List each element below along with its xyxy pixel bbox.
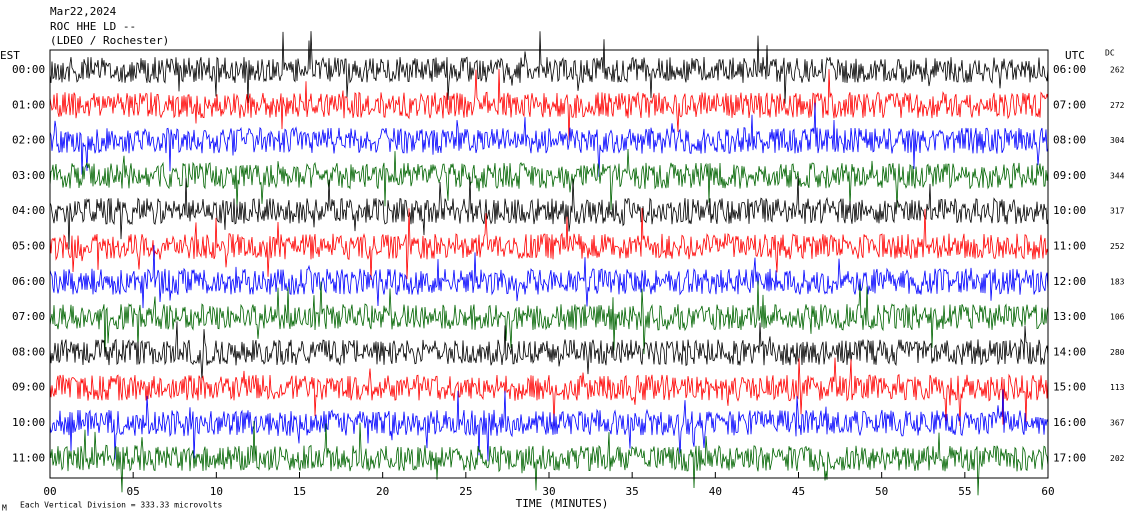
x-tick-label: 15 — [293, 485, 306, 498]
trace — [49, 176, 1049, 250]
x-tick-label: 25 — [459, 485, 472, 498]
trace — [49, 420, 1049, 496]
dc-value: 113 — [1110, 383, 1125, 392]
dc-value: 304 — [1110, 136, 1125, 145]
trace — [49, 357, 1049, 427]
dc-value: 367 — [1110, 419, 1125, 428]
dc-value: 106 — [1110, 313, 1125, 322]
est-label: 09:00 — [12, 381, 45, 394]
x-tick-label: 35 — [626, 485, 639, 498]
trace — [49, 31, 1049, 104]
x-tick-label: 40 — [709, 485, 722, 498]
utc-label: 06:00 — [1053, 63, 1086, 76]
est-label: 10:00 — [12, 416, 45, 429]
est-label: 01:00 — [12, 98, 45, 111]
footnote-mark: M — [2, 504, 7, 513]
dc-value: 183 — [1110, 277, 1125, 286]
est-label: 05:00 — [12, 240, 45, 253]
est-label: 00:00 — [12, 63, 45, 76]
utc-label: 07:00 — [1053, 98, 1086, 111]
est-label: 06:00 — [12, 275, 45, 288]
trace — [49, 280, 1049, 355]
x-tick-label: 50 — [875, 485, 888, 498]
est-label: 07:00 — [12, 310, 45, 323]
trace — [49, 102, 1049, 177]
est-label: 03:00 — [12, 169, 45, 182]
x-tick-label: 20 — [376, 485, 389, 498]
x-tick-label: 30 — [542, 485, 555, 498]
dc-value: 344 — [1110, 171, 1125, 180]
trace — [49, 245, 1049, 309]
est-label: 08:00 — [12, 345, 45, 358]
dc-value: 280 — [1110, 348, 1125, 357]
x-axis-label: TIME (MINUTES) — [516, 497, 609, 510]
utc-label: 13:00 — [1053, 310, 1086, 323]
plot-frame — [49, 49, 1049, 479]
dc-value: 202 — [1110, 454, 1125, 463]
utc-label: 15:00 — [1053, 381, 1086, 394]
plot-frame — [49, 49, 1049, 479]
utc-label: 09:00 — [1053, 169, 1086, 182]
x-tick-label: 45 — [792, 485, 805, 498]
trace — [49, 389, 1049, 462]
dc-value: 262 — [1110, 66, 1125, 75]
dc-label: DC — [1105, 49, 1115, 58]
dc-value: 317 — [1110, 207, 1125, 216]
trace — [49, 68, 1049, 141]
dc-value: 252 — [1110, 242, 1125, 251]
x-tick-label: 60 — [1041, 485, 1054, 498]
header-line: Mar22,2024 — [50, 5, 117, 18]
x-tick-label: 00 — [43, 485, 56, 498]
right-axis-label: UTC — [1065, 49, 1085, 62]
footnote: Each Vertical Division = 333.33 microvol… — [20, 501, 222, 510]
x-tick-label: 55 — [958, 485, 971, 498]
utc-label: 11:00 — [1053, 240, 1086, 253]
trace — [49, 148, 1049, 211]
header-line: ROC HHE LD -- — [50, 20, 136, 33]
x-tick-label: 10 — [210, 485, 223, 498]
x-tick-label: 05 — [127, 485, 140, 498]
utc-label: 08:00 — [1053, 134, 1086, 147]
est-label: 04:00 — [12, 204, 45, 217]
left-axis-label: EST — [0, 49, 20, 62]
utc-label: 10:00 — [1053, 204, 1086, 217]
est-label: 02:00 — [12, 134, 45, 147]
trace — [49, 321, 1049, 381]
utc-label: 16:00 — [1053, 416, 1086, 429]
est-label: 11:00 — [12, 451, 45, 464]
utc-label: 17:00 — [1053, 451, 1086, 464]
trace — [49, 207, 1049, 281]
header-line: (LDEO / Rochester) — [50, 34, 169, 47]
utc-label: 12:00 — [1053, 275, 1086, 288]
dc-value: 272 — [1110, 101, 1125, 110]
utc-label: 14:00 — [1053, 345, 1086, 358]
